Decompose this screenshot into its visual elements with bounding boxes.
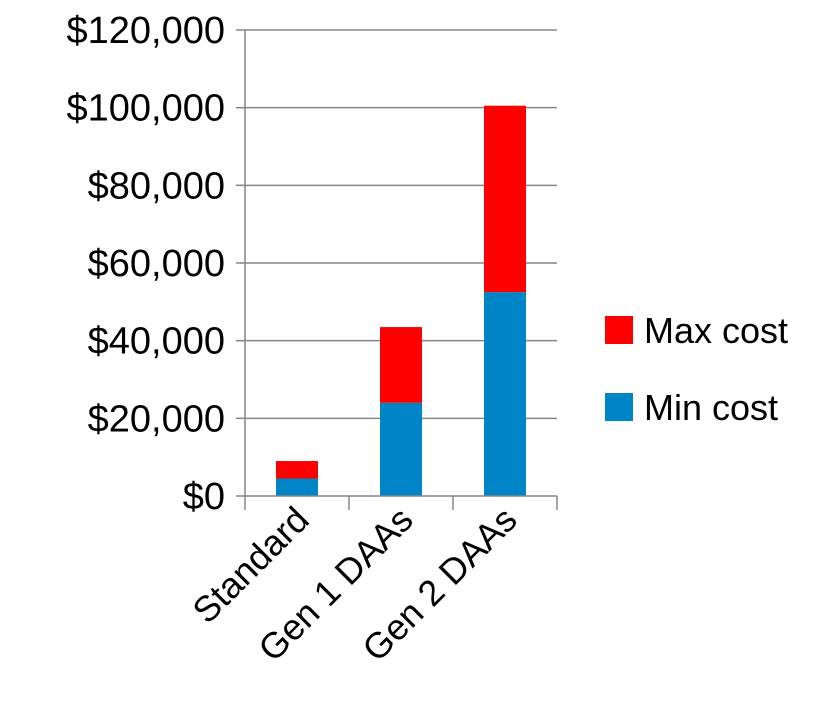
bar-min-cost: [276, 478, 318, 496]
y-tick-label: $80,000: [88, 165, 225, 207]
legend-label-min-cost: Min cost: [644, 387, 778, 428]
legend-label-max-cost: Max cost: [644, 310, 788, 351]
bar-max-cost: [484, 105, 526, 293]
y-tick-label: $40,000: [88, 321, 225, 363]
legend-swatch-min-cost: [605, 393, 633, 421]
y-tick-label: $60,000: [88, 243, 225, 285]
y-tick-label: $120,000: [67, 10, 226, 52]
axes: [236, 29, 558, 510]
legend: Max cost Min cost: [605, 310, 788, 428]
y-tick-label: $0: [183, 476, 225, 518]
bar-min-cost: [380, 402, 422, 496]
bars: [276, 105, 526, 496]
bar-min-cost: [484, 292, 526, 496]
bar-max-cost: [380, 327, 422, 403]
y-axis-tick-labels: $0 $20,000 $40,000 $60,000 $80,000 $100,000 $1…: [67, 10, 226, 518]
y-tick-label: $20,000: [88, 398, 225, 440]
bar-max-cost: [276, 461, 318, 479]
y-tick-label: $100,000: [67, 88, 226, 130]
legend-swatch-max-cost: [605, 316, 633, 344]
